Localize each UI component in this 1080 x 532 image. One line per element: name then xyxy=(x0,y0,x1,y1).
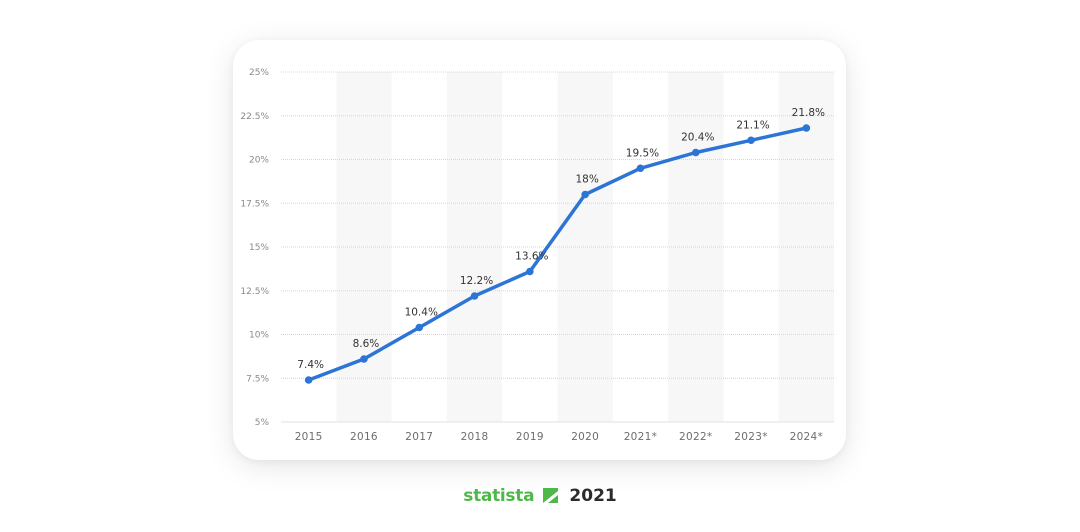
statista-logo-icon xyxy=(542,488,558,503)
y-tick-label: 7.5% xyxy=(246,374,269,384)
data-point[interactable] xyxy=(526,267,534,276)
y-tick-label: 20% xyxy=(249,156,269,166)
data-point[interactable] xyxy=(581,190,589,199)
data-label: 10.4% xyxy=(405,307,438,319)
data-point[interactable] xyxy=(691,148,700,157)
data-labels: 7.4% 8.6% 10.4% 12.2% 13.6% 18% 19.5% 20.4% 21.1… xyxy=(297,107,825,371)
x-tick-label: 2023* xyxy=(734,431,767,443)
x-tick-label: 2020 xyxy=(571,431,599,443)
data-label: 21.8% xyxy=(792,107,825,119)
y-tick-label: 25% xyxy=(249,68,269,78)
x-tick-label: 2018 xyxy=(461,431,489,443)
data-point[interactable] xyxy=(802,124,811,132)
data-point[interactable] xyxy=(304,376,313,384)
x-tick-label: 2021* xyxy=(624,431,657,443)
column-band xyxy=(446,72,503,422)
y-tick-label: 17.5% xyxy=(240,199,269,209)
x-tick-label: 2024* xyxy=(790,431,823,443)
data-label: 20.4% xyxy=(681,132,714,144)
x-tick-label: 2022* xyxy=(679,431,712,443)
data-label: 13.6% xyxy=(515,251,548,263)
footer: statista 2021 xyxy=(0,486,1080,506)
data-point[interactable] xyxy=(747,136,755,145)
y-tick-label: 5% xyxy=(255,418,270,428)
data-label: 21.1% xyxy=(736,119,769,131)
data-line xyxy=(306,126,809,382)
data-label: 8.6% xyxy=(353,338,380,350)
data-points xyxy=(304,124,811,384)
x-tick-label: 2019 xyxy=(516,431,544,443)
data-label: 7.4% xyxy=(297,359,324,371)
x-axis-ticks: 2015 2016 2017 2018 2019 2020 2021* 2022* 2023* 2… xyxy=(295,431,823,443)
data-point[interactable] xyxy=(360,355,368,363)
data-label: 18% xyxy=(575,174,598,186)
statista-brand: statista xyxy=(463,486,535,506)
footer-year: 2021 xyxy=(569,486,617,506)
y-tick-label: 12.5% xyxy=(240,287,269,297)
data-label: 19.5% xyxy=(626,147,659,159)
chart-card: 5% 7.5% 10% 12.5% 15% 17.5% 20% 22.5% 25% 2015 20… xyxy=(233,40,846,460)
y-tick-label: 15% xyxy=(249,243,269,253)
y-tick-label: 10% xyxy=(249,331,269,341)
y-axis-ticks: 5% 7.5% 10% 12.5% 15% 17.5% 20% 22.5% 25% xyxy=(240,68,269,428)
x-tick-label: 2016 xyxy=(350,431,378,443)
x-tick-label: 2017 xyxy=(405,431,433,443)
line-chart: 5%7.5%10%12.5%15%17.5%20%22.5%25% 2015 20… xyxy=(240,68,834,443)
data-point[interactable] xyxy=(636,164,645,173)
data-point[interactable] xyxy=(415,323,424,332)
x-tick-label: 2015 xyxy=(295,431,323,443)
data-point[interactable] xyxy=(470,292,479,300)
gridlines xyxy=(281,71,834,423)
data-label: 12.2% xyxy=(460,275,493,287)
y-tick-label: 22.5% xyxy=(240,112,269,122)
